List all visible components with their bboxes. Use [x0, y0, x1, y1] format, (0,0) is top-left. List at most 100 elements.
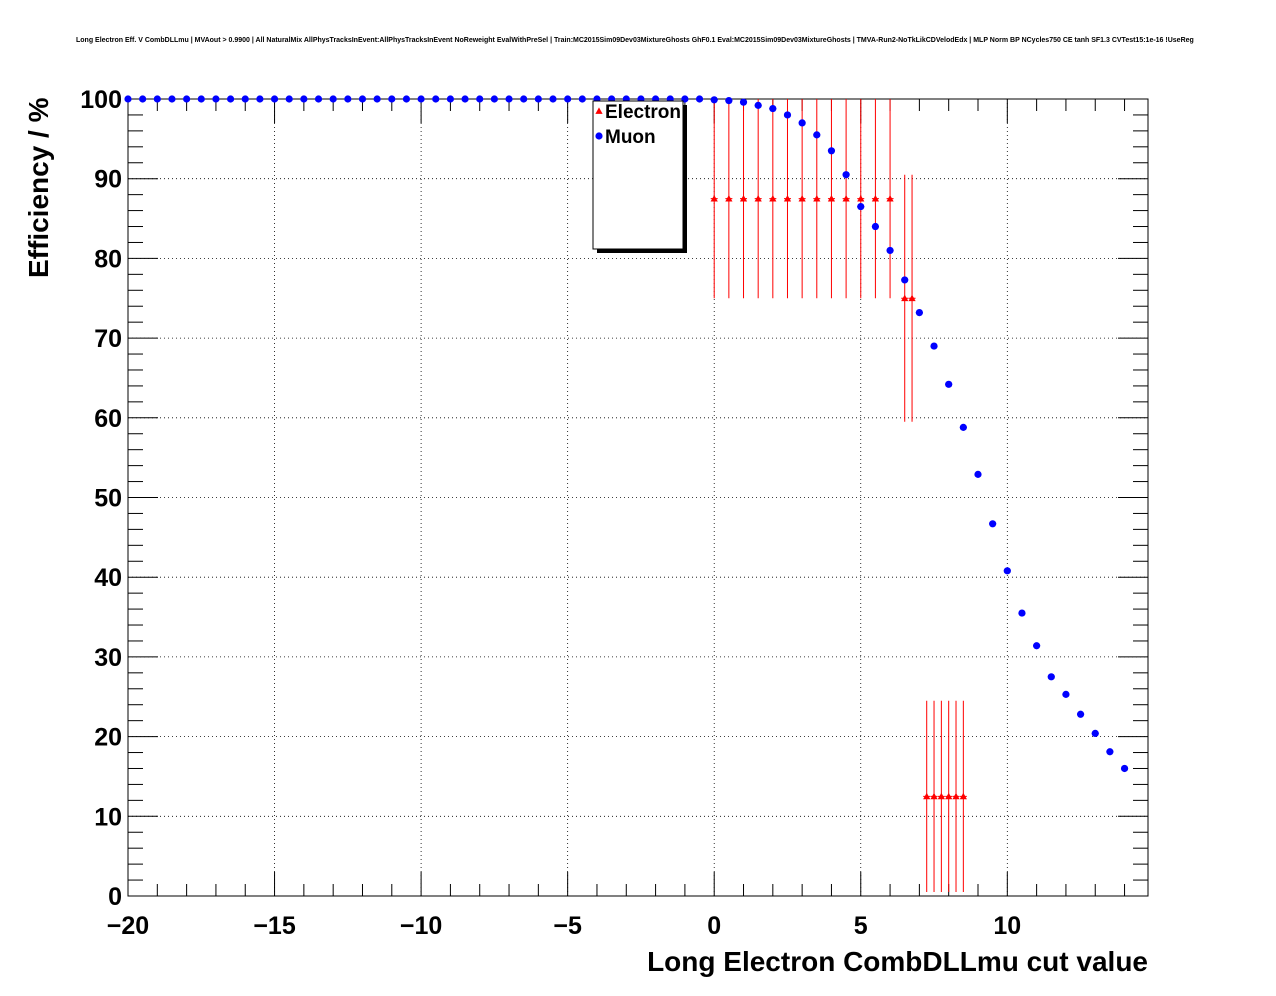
muon-point [212, 95, 220, 103]
muon-point [945, 380, 953, 388]
legend: Electron Muon [592, 100, 687, 253]
x-tick-label: −10 [400, 912, 442, 940]
x-tick-label: 10 [993, 912, 1021, 940]
axes: 0 10 20 30 40 50 60 70 80 90 100 −20 −15 −10 −5 0 5 10 [80, 86, 1149, 940]
electron-point [842, 195, 850, 202]
y-tick-label: 100 [80, 86, 122, 114]
muon-point [886, 246, 894, 255]
muon-point [1091, 729, 1099, 738]
muon-point [358, 95, 367, 103]
electron-point [945, 792, 953, 800]
muon-point [300, 95, 308, 103]
muon-point [168, 95, 176, 103]
muon-point [417, 95, 425, 103]
y-tick-label: 0 [108, 883, 122, 911]
muon-point [476, 95, 484, 103]
electron-point [937, 792, 945, 800]
x-tick-label: 0 [707, 912, 721, 940]
electron-point [886, 195, 894, 202]
legend-label-muon: Muon [605, 127, 656, 148]
y-tick-label: 70 [94, 325, 122, 353]
muon-point [754, 101, 762, 109]
electron-point [783, 195, 792, 202]
muon-point [520, 95, 528, 103]
muon-point [1018, 609, 1026, 617]
muon-point [578, 95, 586, 103]
electron-point [923, 792, 931, 800]
muon-point [798, 119, 806, 127]
legend-marker-muon [595, 132, 603, 140]
muon-point [901, 276, 909, 284]
muon-point [226, 95, 235, 103]
muon-point [285, 95, 293, 103]
muon-point [139, 95, 147, 103]
electron-point [739, 195, 748, 202]
muon-point [153, 95, 161, 103]
muon-point [432, 95, 440, 103]
electron-point [813, 195, 821, 202]
muon-point [1120, 764, 1129, 773]
muon-point [314, 95, 323, 103]
muon-point [930, 342, 938, 350]
muon-point [1003, 567, 1011, 575]
electron-point [827, 195, 836, 202]
legend-box [592, 100, 684, 250]
muon-point [270, 95, 279, 103]
data-series [124, 95, 1129, 893]
electron-point [769, 195, 777, 202]
muon-point [827, 147, 836, 155]
x-tick-label: −15 [253, 912, 296, 940]
muon-point [564, 95, 572, 103]
y-tick-label: 40 [94, 564, 122, 592]
x-tick-label: −5 [553, 912, 582, 940]
y-tick-label: 60 [94, 405, 122, 433]
muon-point [842, 171, 850, 179]
y-tick-label: 10 [94, 803, 122, 831]
electron-point [857, 195, 865, 202]
x-tick-label: 5 [854, 912, 868, 940]
muon-point [256, 95, 264, 103]
series-electron [710, 99, 967, 893]
y-tick-label: 90 [94, 166, 122, 194]
muon-point [490, 95, 498, 103]
muon-point [989, 520, 997, 528]
muon-point [344, 95, 352, 103]
muon-point [725, 96, 733, 105]
muon-point [461, 95, 469, 103]
electron-point [871, 195, 880, 202]
grid [127, 98, 1148, 897]
electron-point [754, 195, 762, 202]
muon-point [695, 95, 704, 103]
muon-point [974, 470, 982, 478]
muon-point [241, 95, 249, 103]
muon-point [857, 202, 865, 211]
muon-point [446, 95, 455, 103]
muon-point [388, 95, 396, 103]
muon-point [813, 131, 821, 139]
muon-point [197, 95, 205, 103]
electron-point [710, 195, 718, 202]
muon-point [402, 95, 411, 103]
muon-point [1062, 690, 1070, 698]
electron-point [930, 792, 938, 800]
muon-point [769, 104, 777, 113]
muon-point [183, 95, 191, 103]
y-tick-label: 50 [94, 485, 122, 513]
y-tick-label: 30 [94, 644, 122, 672]
y-tick-label: 80 [94, 245, 122, 273]
muon-point [1106, 748, 1114, 756]
muon-point [915, 308, 923, 317]
muon-point [549, 95, 557, 103]
muon-point [739, 98, 748, 106]
y-axis-label: Efficiency / % [23, 97, 54, 278]
muon-point [534, 95, 542, 103]
electron-point [725, 195, 733, 202]
muon-point [1047, 673, 1055, 681]
x-axis-label: Long Electron CombDLLmu cut value [647, 946, 1148, 977]
muon-point [959, 423, 967, 431]
x-tick-label: −20 [107, 912, 149, 940]
chart-title: Long Electron Eff. V CombDLLmu | MVAout … [76, 37, 1194, 44]
electron-point [959, 792, 967, 800]
muon-point [871, 222, 880, 231]
